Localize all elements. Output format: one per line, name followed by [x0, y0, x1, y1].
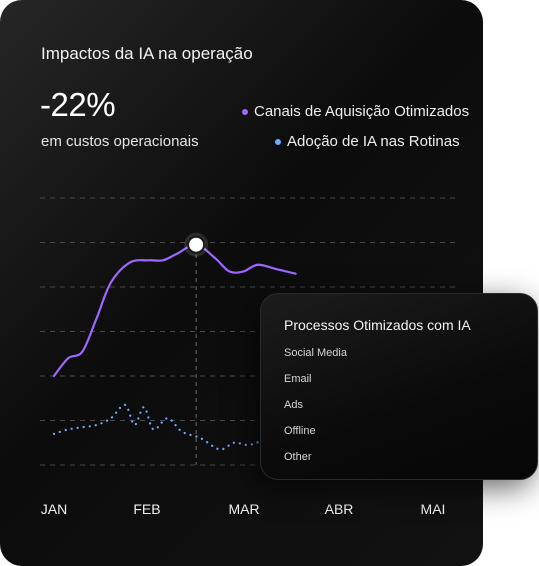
series-line-canais — [52, 243, 297, 378]
popup-title: Processos Otimizados com IA — [284, 317, 471, 333]
series-line-adocao — [52, 403, 297, 451]
legend-item-canais: Canais de Aquisição Otimizados — [242, 103, 469, 120]
popup-item-social-media[interactable]: Social Media — [284, 347, 347, 359]
processes-popup: Processos Otimizados com IA Social Media… — [260, 293, 538, 480]
popup-item-ads[interactable]: Ads — [284, 399, 303, 411]
legend-label-canais: Canais de Aquisição Otimizados — [254, 103, 470, 120]
line-chart — [40, 197, 458, 466]
popup-item-offline[interactable]: Offline — [284, 425, 316, 437]
chart-card: Impactos da IA na operação -22% em custo… — [0, 0, 483, 566]
x-tick-label-mai: MAI — [420, 501, 446, 517]
card-title: Impactos da IA na operação — [41, 44, 253, 63]
legend-dot-purple — [242, 108, 248, 115]
x-tick-label-mar: MAR — [228, 501, 260, 517]
popup-item-email[interactable]: Email — [284, 373, 312, 385]
legend-item-adocao: Adoção de IA nas Rotinas — [275, 133, 460, 150]
popup-item-other[interactable]: Other — [284, 451, 312, 463]
x-tick-label-feb: FEB — [133, 501, 161, 517]
metric-caption: em custos operacionais — [41, 133, 199, 150]
x-tick-label-abr: ABR — [324, 501, 354, 517]
highlight-marker-point — [187, 235, 206, 254]
metric-value: -22% — [40, 86, 116, 123]
legend-label-adocao: Adoção de IA nas Rotinas — [287, 133, 460, 150]
x-tick-label-jan: JAN — [40, 501, 68, 517]
legend-dot-blue — [275, 138, 281, 145]
